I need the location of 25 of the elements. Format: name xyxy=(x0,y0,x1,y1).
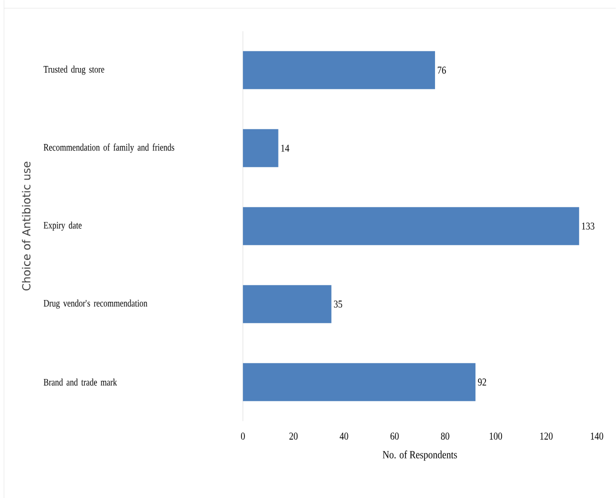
bar xyxy=(242,51,436,90)
bar xyxy=(242,129,278,168)
x-tick-label: 100 xyxy=(490,432,502,440)
y-tick-label: Trusted drug store xyxy=(44,66,104,75)
y-axis-title: Choice of Antibiotic use xyxy=(22,162,30,290)
x-tick-label: 0 xyxy=(241,432,245,440)
y-tick-label: Recommendation of family and friends xyxy=(44,143,174,153)
data-label: 76 xyxy=(438,66,446,74)
data-label: 14 xyxy=(281,144,290,152)
bar xyxy=(242,285,332,323)
x-axis-title: No. of Respondents xyxy=(382,450,457,461)
y-tick-label: Expiry date xyxy=(44,221,82,231)
y-tick-label: Brand and trade mark xyxy=(44,378,117,386)
x-tick-label: 60 xyxy=(390,432,399,440)
bar xyxy=(242,207,580,246)
x-tick-label: 140 xyxy=(590,432,604,440)
x-tick-label: 20 xyxy=(289,432,298,440)
bar xyxy=(242,362,476,401)
x-tick-label: 80 xyxy=(441,432,450,440)
data-label: 92 xyxy=(478,378,486,386)
y-tick-label: Drug vendor's recommendation xyxy=(44,299,148,309)
x-tick-label: 120 xyxy=(540,432,553,440)
data-label: 133 xyxy=(582,222,594,230)
data-label: 35 xyxy=(334,300,342,308)
x-tick-label: 40 xyxy=(340,432,348,440)
